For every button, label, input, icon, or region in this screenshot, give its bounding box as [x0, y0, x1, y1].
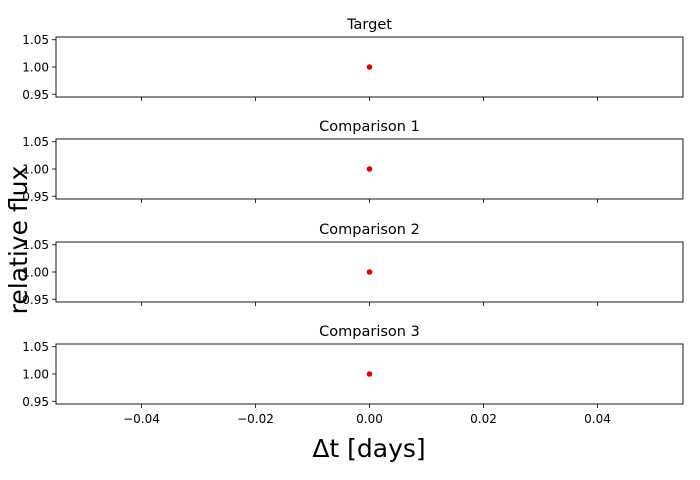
- y-tick-label: 1.00: [22, 61, 49, 75]
- x-tick-label: 0.02: [470, 412, 497, 426]
- y-tick-label: 1.05: [22, 135, 49, 149]
- subplot-3: Comparison 3 0.95 1.00 1.05 −0.04 −0.02 0.00 0.…: [22, 324, 684, 426]
- subplot-title: Comparison 3: [319, 324, 420, 340]
- y-tick-label: 0.95: [22, 88, 49, 102]
- data-point: [366, 64, 373, 70]
- axes-frame: [55, 36, 684, 98]
- y-tick-label: 0.95: [22, 395, 49, 409]
- y-tick-label: 1.05: [22, 238, 49, 252]
- x-tick-label: 0.04: [584, 412, 611, 426]
- y-tick-label: 0.95: [22, 293, 49, 307]
- y-tick-label: 1.05: [22, 33, 49, 47]
- data-point: [366, 371, 373, 377]
- y-tick-label: 1.00: [22, 266, 49, 280]
- data-point: [366, 166, 373, 172]
- axes-frame: [55, 343, 684, 405]
- x-tick-label: −0.02: [237, 412, 274, 426]
- y-tick-label: 1.00: [22, 368, 49, 382]
- x-axis-label: Δt [days]: [312, 434, 425, 463]
- subplot-1: Comparison 1 0.95 1.00 1.05: [22, 119, 684, 204]
- y-tick-label: 1.00: [22, 163, 49, 177]
- axes-frame: [55, 138, 684, 200]
- subplot-2: Comparison 2 0.95 1.00 1.05: [22, 222, 684, 307]
- x-tick-label: −0.04: [123, 412, 160, 426]
- axes-frame: [55, 241, 684, 303]
- x-tick-label: 0.00: [356, 412, 383, 426]
- data-point: [366, 269, 373, 275]
- subplot-0: Target 0.95 1.00 1.05: [22, 17, 684, 102]
- y-axis-label: relative flux: [4, 166, 33, 315]
- subplot-title: Comparison 1: [319, 119, 420, 135]
- y-tick-label: 1.05: [22, 340, 49, 354]
- y-tick-label: 0.95: [22, 190, 49, 204]
- subplot-title: Target: [346, 17, 392, 33]
- subplot-title: Comparison 2: [319, 222, 420, 238]
- subplot-panels: Target 0.95 1.00 1.05 Comparison 1 0.95 1.00 1.…: [22, 17, 684, 426]
